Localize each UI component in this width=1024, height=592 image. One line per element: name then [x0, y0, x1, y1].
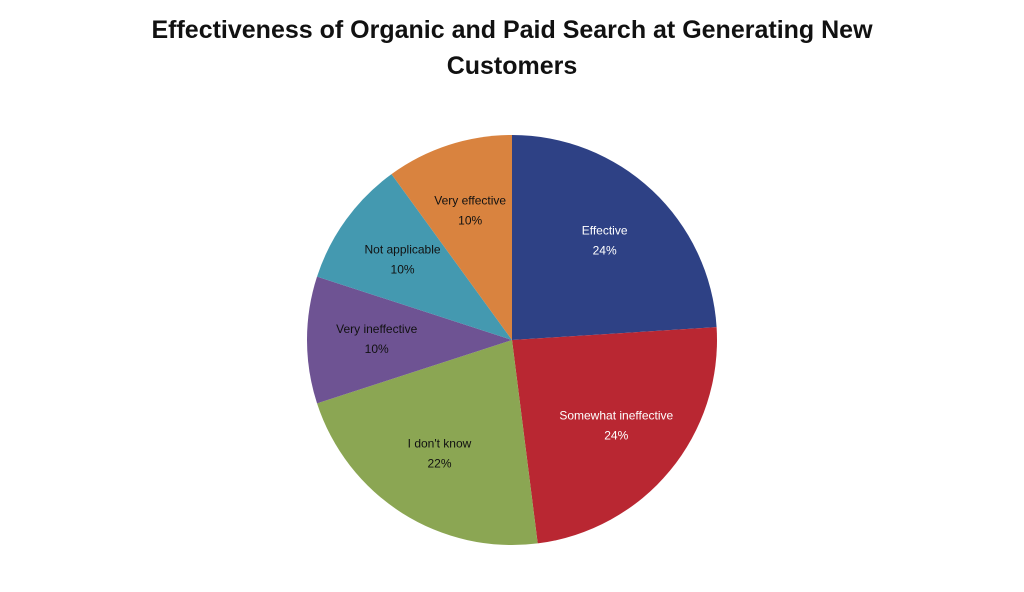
- pie-slice: [512, 135, 717, 340]
- slice-value-label: 10%: [458, 213, 482, 227]
- pie-slice: [317, 340, 538, 545]
- slice-value-label: 24%: [593, 244, 617, 258]
- pie-slice: [317, 174, 512, 340]
- pie-slice: [512, 327, 717, 544]
- slice-value-label: 22%: [427, 456, 451, 470]
- slice-value-label: 10%: [365, 342, 389, 356]
- slice-label: I don't know: [408, 436, 472, 450]
- slice-label: Very ineffective: [336, 322, 417, 336]
- slice-label: Somewhat ineffective: [559, 408, 673, 422]
- chart-title: Effectiveness of Organic and Paid Search…: [151, 16, 873, 80]
- slice-label: Not applicable: [365, 243, 441, 257]
- slice-label: Very effective: [434, 193, 506, 207]
- slice-label: Effective: [582, 224, 628, 238]
- slice-value-label: 10%: [391, 263, 415, 277]
- pie-slice: [391, 135, 512, 340]
- pie-slice: [307, 276, 512, 404]
- slice-value-label: 24%: [604, 428, 628, 442]
